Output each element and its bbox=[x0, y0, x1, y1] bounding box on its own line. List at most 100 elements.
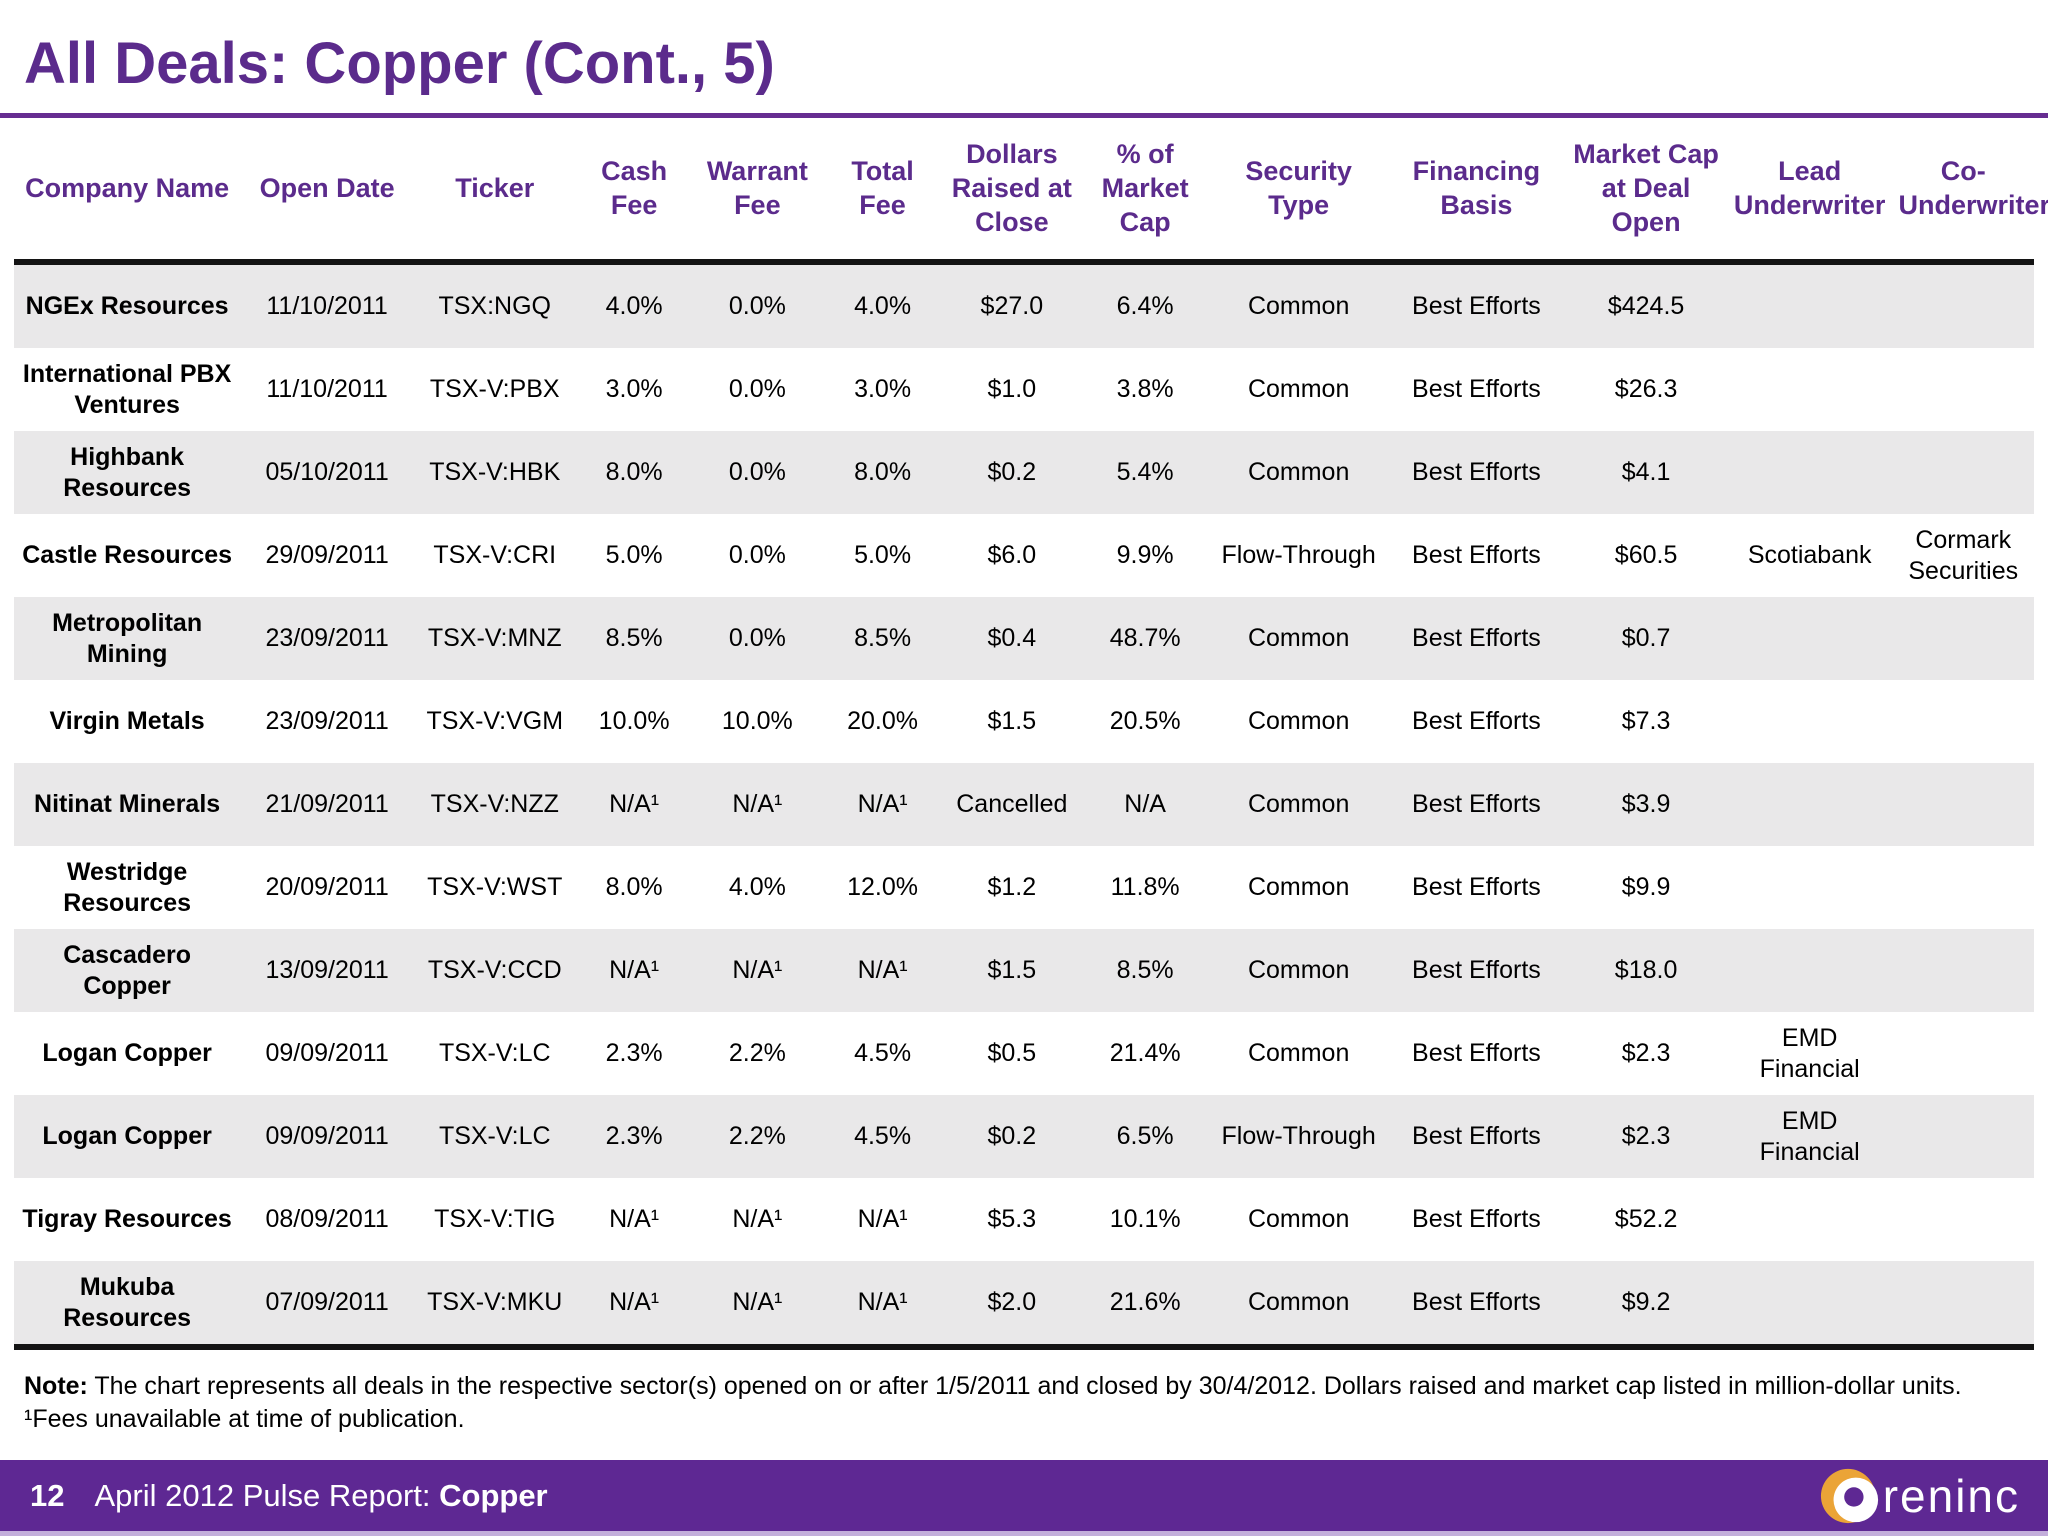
cell-open-date: 09/09/2011 bbox=[265, 1122, 389, 1151]
cell-financing-basis: Best Efforts bbox=[1412, 790, 1541, 819]
cell-security-type: Common bbox=[1247, 375, 1350, 404]
cell-dollars-raised: $5.3 bbox=[987, 1205, 1037, 1234]
cell-ticker: TSX-V:PBX bbox=[429, 375, 560, 404]
cell-company: NGEx Resources bbox=[25, 292, 229, 321]
cell-cash-fee: 10.0% bbox=[598, 707, 670, 736]
cell-market-cap: $424.5 bbox=[1607, 292, 1685, 321]
cell-market-cap: $9.9 bbox=[1621, 873, 1671, 902]
table-row: Nitinat Minerals 21/09/2011 TSX-V:NZZ N/… bbox=[14, 763, 2035, 847]
cell-cash-fee: N/A¹ bbox=[609, 956, 660, 985]
cell-open-date: 23/09/2011 bbox=[265, 707, 389, 736]
cell-open-date: 29/09/2011 bbox=[265, 541, 389, 570]
cell-warrant-fee: 2.2% bbox=[728, 1039, 786, 1068]
cell-pct-market-cap: 10.1% bbox=[1109, 1205, 1181, 1234]
cell-company: Virgin Metals bbox=[49, 707, 205, 736]
cell-total-fee: 4.5% bbox=[854, 1122, 912, 1151]
cell-dollars-raised: $0.2 bbox=[987, 1122, 1037, 1151]
cell-total-fee: 20.0% bbox=[847, 707, 918, 736]
cell-company: Castle Resources bbox=[22, 541, 233, 570]
deals-table: Company Name Open Date Ticker Cash Fee W… bbox=[14, 118, 2048, 1351]
cell-company: Westridge Resources bbox=[63, 857, 192, 917]
column-header-total-fee: Total Fee bbox=[821, 118, 944, 266]
cell-warrant-fee: 0.0% bbox=[728, 292, 786, 321]
cell-lead-underwriter bbox=[1727, 929, 1893, 1012]
page-title: All Deals: Copper (Cont., 5) bbox=[24, 31, 775, 96]
cell-company: Cascadero Copper bbox=[63, 940, 192, 1000]
cell-pct-market-cap: 9.9% bbox=[1116, 541, 1174, 570]
cell-market-cap: $9.2 bbox=[1565, 1261, 1727, 1351]
note-label: Note: bbox=[24, 1372, 88, 1401]
cell-co-underwriter bbox=[1893, 929, 2035, 1012]
cell-lead-underwriter bbox=[1727, 1178, 1893, 1261]
cell-open-date: 07/09/2011 bbox=[240, 1261, 414, 1351]
column-header-pct-market-cap: % of Market Cap bbox=[1080, 118, 1210, 266]
cell-dollars-raised: $2.0 bbox=[943, 1261, 1081, 1351]
cell-cash-fee: N/A¹ bbox=[609, 790, 660, 819]
cell-dollars-raised: Cancelled bbox=[956, 790, 1068, 819]
cell-financing-basis: Best Efforts bbox=[1412, 873, 1541, 902]
cell-security-type: Common bbox=[1247, 624, 1350, 653]
cell-dollars-raised: $1.0 bbox=[987, 375, 1037, 404]
cell-warrant-fee: N/A¹ bbox=[692, 1261, 822, 1351]
column-header-company: Company Name bbox=[14, 118, 241, 266]
table-row: Mukuba Resources 07/09/2011 TSX-V:MKU N/… bbox=[14, 1261, 2034, 1351]
cell-financing-basis: Best Efforts bbox=[1412, 1205, 1541, 1234]
cell-total-fee: 8.0% bbox=[854, 458, 912, 487]
cell-security-type: Common bbox=[1209, 1261, 1388, 1351]
cell-ticker: TSX-V:NZZ bbox=[430, 790, 559, 819]
cell-open-date: 20/09/2011 bbox=[265, 873, 389, 902]
cell-co-underwriter bbox=[1892, 1261, 2034, 1351]
cell-total-fee: N/A¹ bbox=[857, 1205, 908, 1234]
table-row: Westridge Resources 20/09/2011 TSX-V:WST… bbox=[14, 846, 2035, 930]
cell-security-type: Common bbox=[1247, 1205, 1350, 1234]
cell-cash-fee: 3.0% bbox=[605, 375, 663, 404]
cell-co-underwriter bbox=[1893, 763, 2035, 846]
cell-open-date: 08/09/2011 bbox=[265, 1205, 389, 1234]
cell-cash-fee: 8.5% bbox=[605, 624, 663, 653]
cell-dollars-raised: $0.2 bbox=[987, 458, 1037, 487]
cell-co-underwriter: Cormark Securities bbox=[1908, 525, 2019, 585]
cell-total-fee: 5.0% bbox=[854, 541, 912, 570]
column-header-financing-basis: Financing Basis bbox=[1387, 118, 1566, 266]
cell-co-underwriter bbox=[1893, 1178, 2035, 1261]
table-row: Castle Resources 29/09/2011 TSX-V:CRI 5.… bbox=[14, 514, 2034, 598]
cell-ticker: TSX-V:VGM bbox=[426, 707, 564, 736]
cell-total-fee: N/A¹ bbox=[857, 956, 908, 985]
cell-company: Nitinat Minerals bbox=[34, 790, 221, 819]
cell-lead-underwriter: EMD Financial bbox=[1759, 1023, 1860, 1083]
cell-security-type: Flow-Through bbox=[1221, 1122, 1376, 1151]
cell-financing-basis: Best Efforts bbox=[1412, 707, 1541, 736]
cell-company: Tigray Resources bbox=[22, 1205, 232, 1234]
table-row: International PBX Ventures 11/10/2011 TS… bbox=[14, 348, 2034, 432]
cell-lead-underwriter: EMD Financial bbox=[1759, 1106, 1860, 1166]
cell-market-cap: $3.9 bbox=[1621, 790, 1671, 819]
cell-market-cap: $26.3 bbox=[1614, 375, 1678, 404]
cell-company: Highbank Resources bbox=[63, 442, 192, 502]
cell-total-fee: 4.5% bbox=[854, 1039, 912, 1068]
cell-co-underwriter bbox=[1893, 597, 2035, 680]
cell-cash-fee: 8.0% bbox=[605, 873, 663, 902]
cell-warrant-fee: 4.0% bbox=[728, 873, 786, 902]
cell-pct-market-cap: 21.6% bbox=[1080, 1261, 1210, 1351]
cell-lead-underwriter bbox=[1727, 597, 1893, 680]
cell-market-cap: $2.3 bbox=[1621, 1039, 1671, 1068]
cell-security-type: Common bbox=[1247, 458, 1350, 487]
table-row: Metropolitan Mining 23/09/2011 TSX-V:MNZ… bbox=[14, 597, 2035, 681]
cell-pct-market-cap: 11.8% bbox=[1110, 873, 1180, 902]
table-row: Virgin Metals 23/09/2011 TSX-V:VGM 10.0%… bbox=[14, 680, 2034, 764]
cell-co-underwriter bbox=[1893, 1095, 2035, 1178]
cell-dollars-raised: $0.4 bbox=[987, 624, 1037, 653]
cell-security-type: Common bbox=[1247, 956, 1350, 985]
cell-market-cap: $4.1 bbox=[1621, 458, 1671, 487]
cell-market-cap: $7.3 bbox=[1621, 707, 1671, 736]
cell-dollars-raised: $6.0 bbox=[987, 541, 1037, 570]
cell-warrant-fee: 0.0% bbox=[728, 458, 786, 487]
cell-pct-market-cap: 6.5% bbox=[1116, 1122, 1174, 1151]
cell-cash-fee: 4.0% bbox=[605, 292, 663, 321]
cell-warrant-fee: N/A¹ bbox=[732, 1205, 783, 1234]
cell-co-underwriter bbox=[1893, 846, 2035, 929]
cell-total-fee: 12.0% bbox=[847, 873, 918, 902]
cell-ticker: TSX-V:CRI bbox=[433, 541, 557, 570]
cell-security-type: Flow-Through bbox=[1221, 541, 1376, 570]
footnote-line-1: Note: The chart represents all deals in … bbox=[24, 1370, 2024, 1403]
